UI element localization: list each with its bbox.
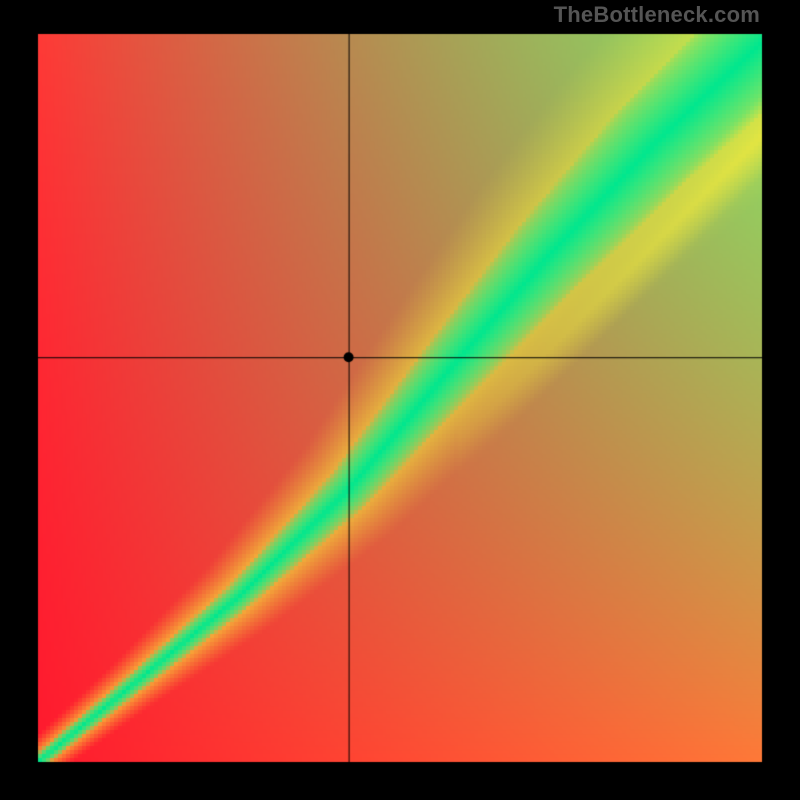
watermark-label: TheBottleneck.com [554, 2, 760, 28]
figure: TheBottleneck.com [0, 0, 800, 800]
heatmap-canvas [0, 0, 800, 800]
